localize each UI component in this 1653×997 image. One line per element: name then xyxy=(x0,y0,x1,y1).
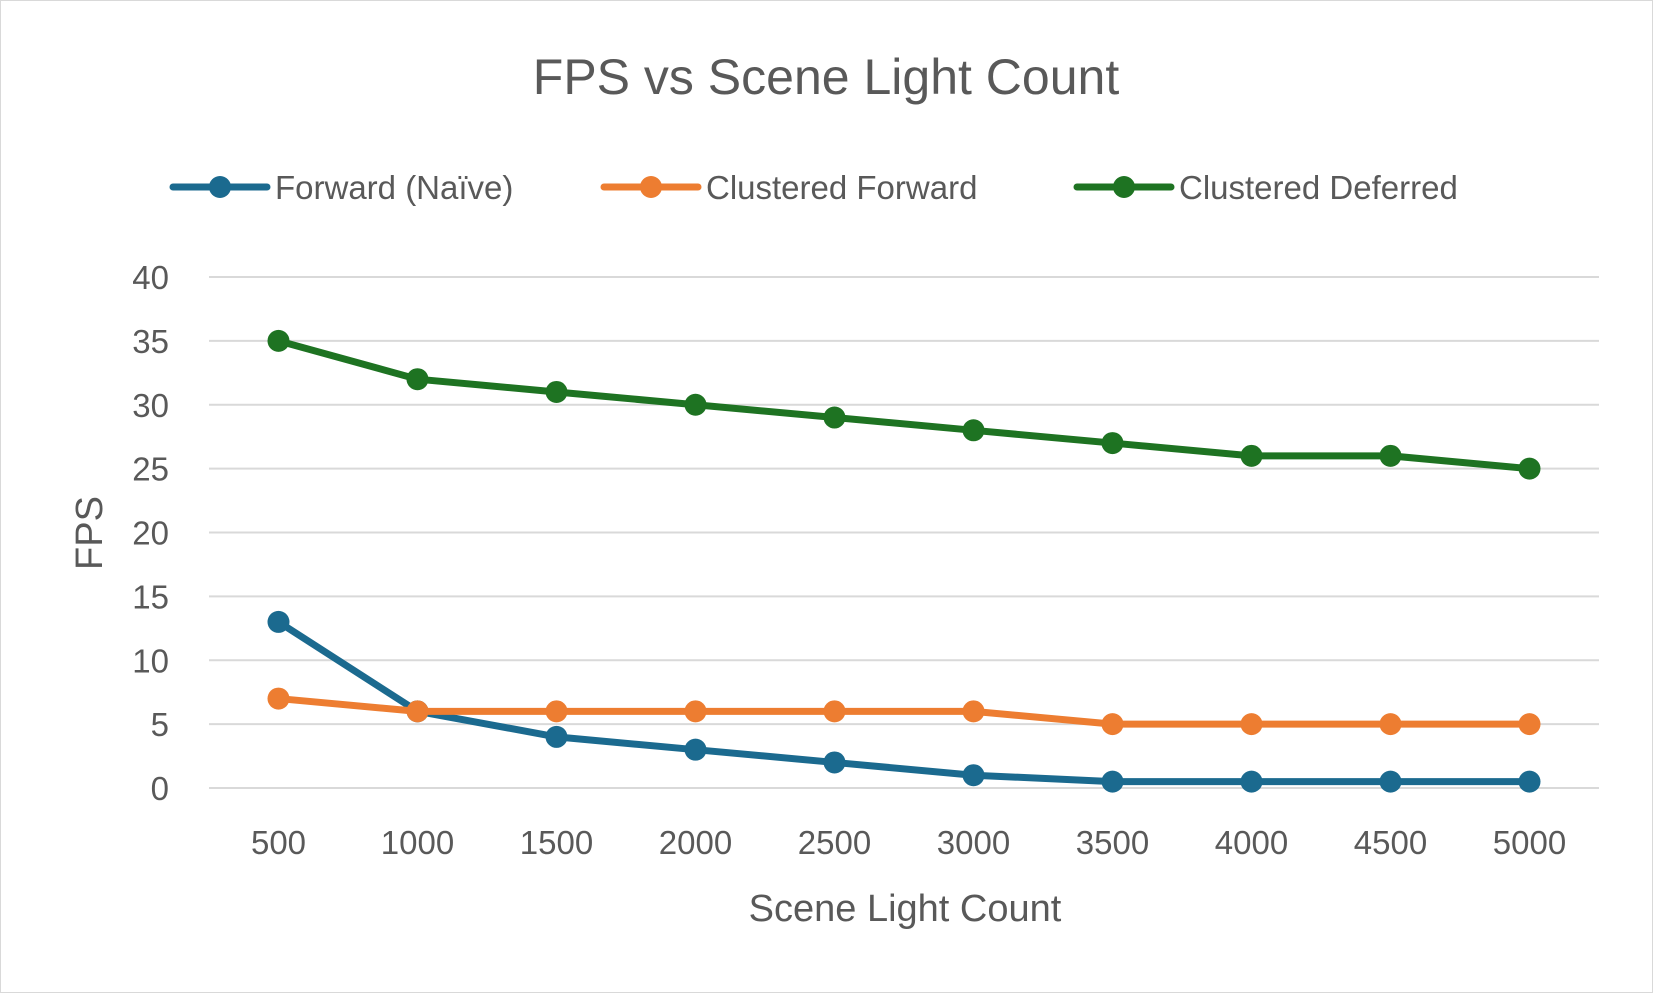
data-point xyxy=(267,687,290,710)
series-2 xyxy=(267,329,1541,480)
series-line xyxy=(275,618,1533,786)
x-tick-label: 1500 xyxy=(520,824,593,861)
legend-item: Clustered Deferred xyxy=(1073,169,1458,206)
series-line xyxy=(275,695,1533,728)
legend-marker xyxy=(1113,176,1135,198)
series-1 xyxy=(267,687,1541,736)
data-point xyxy=(267,610,290,633)
data-point xyxy=(823,406,846,429)
y-tick-label: 0 xyxy=(151,770,169,807)
x-tick-label: 500 xyxy=(251,824,306,861)
legend-label: Clustered Forward xyxy=(706,169,977,206)
data-point xyxy=(823,751,846,774)
data-point xyxy=(545,700,568,723)
x-axis-title: Scene Light Count xyxy=(749,888,1062,930)
data-point xyxy=(1101,770,1124,793)
x-tick-label: 2000 xyxy=(659,824,732,861)
data-point xyxy=(406,368,429,391)
series-0 xyxy=(267,610,1541,793)
y-tick-label: 25 xyxy=(132,451,169,488)
series-layer xyxy=(267,329,1541,793)
data-point xyxy=(1240,770,1263,793)
y-tick-label: 5 xyxy=(151,706,169,743)
data-point xyxy=(1101,713,1124,736)
x-tick-label: 4000 xyxy=(1215,824,1288,861)
y-tick-label: 20 xyxy=(132,515,169,552)
chart-title: FPS vs Scene Light Count xyxy=(533,49,1120,105)
y-tick-label: 40 xyxy=(132,259,169,296)
series-line xyxy=(275,337,1533,473)
data-point xyxy=(684,738,707,761)
y-tick-label: 35 xyxy=(132,323,169,360)
legend-item: Clustered Forward xyxy=(600,169,977,206)
data-point xyxy=(684,393,707,416)
legend-marker xyxy=(209,176,231,198)
data-point xyxy=(684,700,707,723)
legend: Forward (Naïve) Clustered Forward Clustere… xyxy=(169,169,1458,206)
x-tick-label: 1000 xyxy=(381,824,454,861)
data-point xyxy=(545,725,568,748)
legend-label: Forward (Naïve) xyxy=(275,169,513,206)
y-tick-label: 30 xyxy=(132,387,169,424)
gridlines xyxy=(209,276,1599,789)
data-point xyxy=(545,380,568,403)
data-point xyxy=(962,419,985,442)
data-point xyxy=(1379,770,1402,793)
data-point xyxy=(1518,457,1541,480)
data-point xyxy=(267,329,290,352)
data-point xyxy=(962,700,985,723)
x-tick-label: 3000 xyxy=(937,824,1010,861)
data-point xyxy=(1379,444,1402,467)
x-axis-ticks: 500 1000 1500 2000 2500 3000 3500 4000 4500 5000 xyxy=(251,824,1566,861)
x-tick-label: 4500 xyxy=(1354,824,1427,861)
data-point xyxy=(823,700,846,723)
data-point xyxy=(1240,713,1263,736)
x-tick-label: 2500 xyxy=(798,824,871,861)
y-axis-ticks: 0 5 10 15 20 25 30 35 40 xyxy=(132,259,169,807)
data-point xyxy=(1518,713,1541,736)
data-point xyxy=(1101,432,1124,455)
legend-marker xyxy=(640,176,662,198)
x-tick-label: 5000 xyxy=(1493,824,1566,861)
y-axis-title: FPS xyxy=(69,496,111,570)
y-tick-label: 10 xyxy=(132,642,169,679)
data-point xyxy=(1518,770,1541,793)
legend-item: Forward (Naïve) xyxy=(169,169,513,206)
x-tick-label: 3500 xyxy=(1076,824,1149,861)
legend-label: Clustered Deferred xyxy=(1179,169,1458,206)
data-point xyxy=(406,700,429,723)
y-tick-label: 15 xyxy=(132,578,169,615)
data-point xyxy=(1240,444,1263,467)
data-point xyxy=(1379,713,1402,736)
data-point xyxy=(962,764,985,787)
